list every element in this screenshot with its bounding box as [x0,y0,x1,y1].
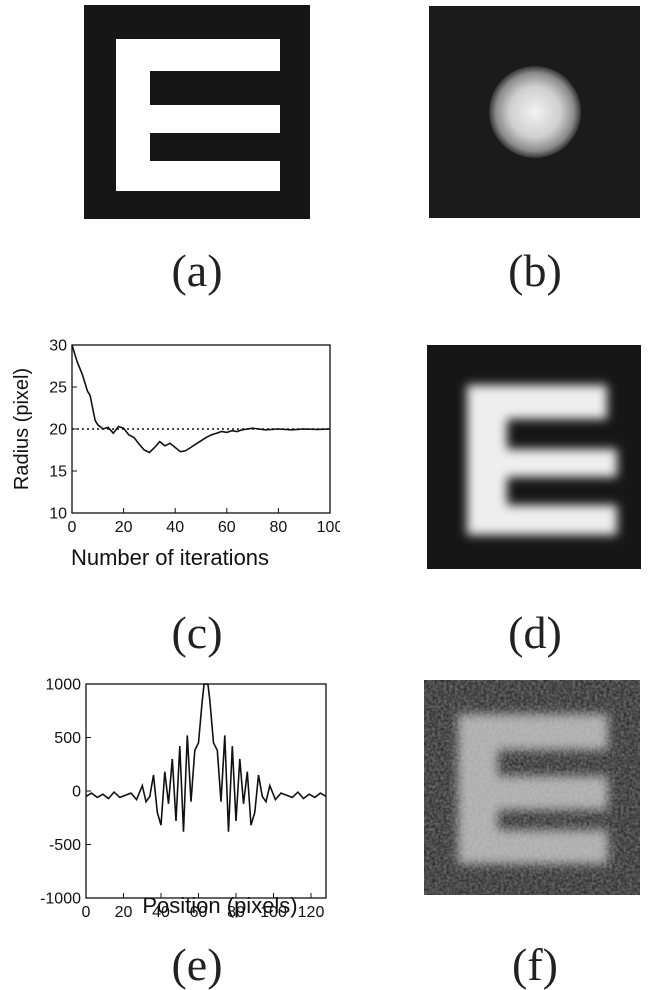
caption-d: (d) [508,607,562,658]
panel-f-noisy-e-image [424,680,640,895]
chart-c-series-line [71,344,331,454]
chart-c-ytick-label: 15 [49,464,67,481]
chart-c-xtick-label: 20 [115,519,133,536]
caption-b: (b) [508,245,562,296]
chart-e-ytick-label: 1000 [45,677,81,694]
chart-e-xlabel: Position (pixels) [142,893,298,918]
caption-c: (c) [171,607,223,658]
chart-e-xtick-label: 80 [227,904,245,921]
chart-e-ytick-label: 0 [72,784,81,801]
chart-c-ytick-label: 25 [49,380,67,397]
caption-f: (f) [512,939,558,990]
caption-a: (a) [171,245,223,296]
panel-d-reconstructed-e-image [427,345,641,569]
chart-e-ytick-label: -1000 [40,891,81,908]
chart-c-radius-vs-iterations: 0 20 40 60 80 100 10 15 20 25 30 Number of iterati… [11,338,340,570]
caption-e: (e) [171,939,223,990]
chart-c-xtick-label: 100 [317,519,340,536]
chart-c-xtick-label: 40 [166,519,184,536]
chart-e-xtick-label: 0 [82,904,91,921]
chart-e-plot-frame [85,683,327,899]
chart-e-ytick-label: -500 [49,837,81,854]
chart-c-xlabel: Number of iterations [71,545,269,570]
chart-e-xtick-label: 100 [260,904,287,921]
chart-c-xtick-label: 60 [218,519,236,536]
chart-c-xtick-label: 0 [68,519,77,536]
chart-e-ytick-label: 500 [54,730,81,747]
chart-e-xtick-label: 20 [115,904,133,921]
chart-e-xtick-label: 60 [190,904,208,921]
chart-e-xtick-label: 40 [152,904,170,921]
chart-c-xtick-label: 80 [270,519,288,536]
chart-c-ytick-label: 10 [49,506,67,523]
chart-c-ytick-label: 20 [49,422,67,439]
chart-e-xtick-label: 120 [298,904,325,921]
panel-b-disk-image [429,6,640,218]
chart-e-profile-vs-position: 0 20 40 60 80 100 120 1000 500 0 -500 -1000 [40,677,327,921]
chart-e-series-line [85,683,327,832]
chart-c-ytick-label: 30 [49,338,67,355]
chart-c-ylabel: Radius (pixel) [11,368,33,490]
panel-a-letter-e-image [84,5,310,219]
